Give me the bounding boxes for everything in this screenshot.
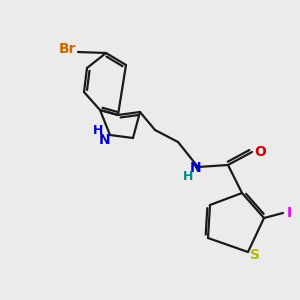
Text: I: I (286, 206, 292, 220)
Text: N: N (190, 161, 202, 175)
Text: S: S (250, 248, 260, 262)
Text: H: H (93, 124, 103, 136)
Text: N: N (99, 133, 111, 147)
Text: O: O (254, 145, 266, 159)
Text: H: H (183, 170, 193, 184)
Text: Br: Br (59, 42, 77, 56)
